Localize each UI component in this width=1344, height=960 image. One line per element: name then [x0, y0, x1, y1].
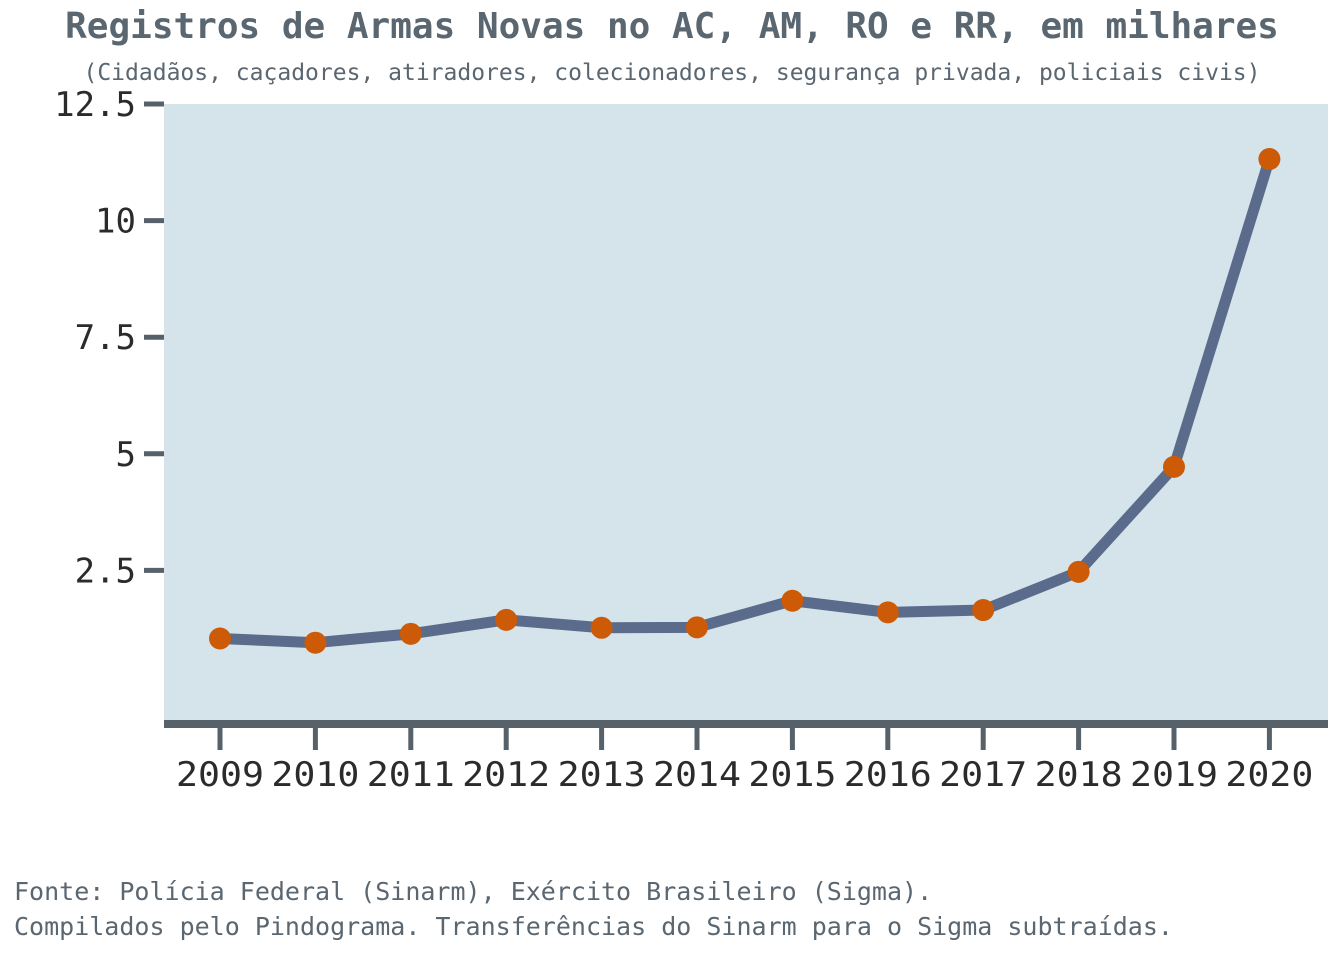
data-markers: [209, 148, 1281, 654]
x-tick-label: 2016: [844, 755, 932, 795]
data-point-2017: [972, 599, 995, 622]
data-point-2014: [686, 616, 708, 639]
x-tick-label: 2013: [558, 755, 646, 795]
x-tick-label: 2019: [1130, 755, 1218, 795]
chart-title: Registros de Armas Novas no AC, AM, RO e…: [65, 6, 1279, 47]
x-tick-label: 2020: [1225, 755, 1313, 795]
x-tick-label: 2012: [462, 755, 550, 795]
x-axis: 2009 2010 2011 2012 2013 2014 2015 2016 2017 2018…: [176, 728, 1313, 795]
data-point-2009: [209, 627, 231, 650]
data-point-2013: [590, 616, 613, 639]
data-series: [214, 153, 1275, 649]
x-tick-label: 2017: [939, 755, 1027, 795]
x-tick-label: 2015: [748, 755, 836, 795]
y-tick-label: 12.5: [54, 85, 136, 125]
data-point-2019: [1163, 455, 1185, 478]
y-tick-label: 5: [116, 435, 136, 475]
plot-panel: [164, 104, 1328, 722]
source-note: Fonte: Polícia Federal (Sinarm), Exércit…: [14, 874, 1173, 944]
data-point-2010: [304, 631, 327, 654]
x-tick-label: 2018: [1035, 755, 1123, 795]
data-point-2015: [781, 589, 804, 612]
y-axis: 2.5 5 7.5 10 12.5: [54, 85, 164, 591]
data-point-2016: [876, 601, 899, 624]
data-point-2011: [399, 622, 422, 645]
source-line-2: Compilados pelo Pindograma. Transferênci…: [14, 912, 1173, 941]
data-point-2012: [495, 608, 518, 631]
x-tick-label: 2011: [367, 755, 455, 795]
chart-subtitle: (Cidadãos, caçadores, atiradores, coleci…: [83, 60, 1261, 86]
x-tick-label: 2014: [653, 755, 741, 795]
source-line-1: Fonte: Polícia Federal (Sinarm), Exércit…: [14, 877, 933, 906]
series-line: [214, 153, 1275, 649]
x-tick-label: 2009: [176, 755, 264, 795]
data-point-2018: [1067, 560, 1090, 583]
y-tick-label: 7.5: [75, 318, 136, 358]
y-tick-label: 2.5: [75, 551, 136, 591]
y-tick-label: 10: [95, 202, 136, 242]
data-point-2020: [1258, 148, 1281, 171]
x-tick-label: 2010: [271, 755, 359, 795]
